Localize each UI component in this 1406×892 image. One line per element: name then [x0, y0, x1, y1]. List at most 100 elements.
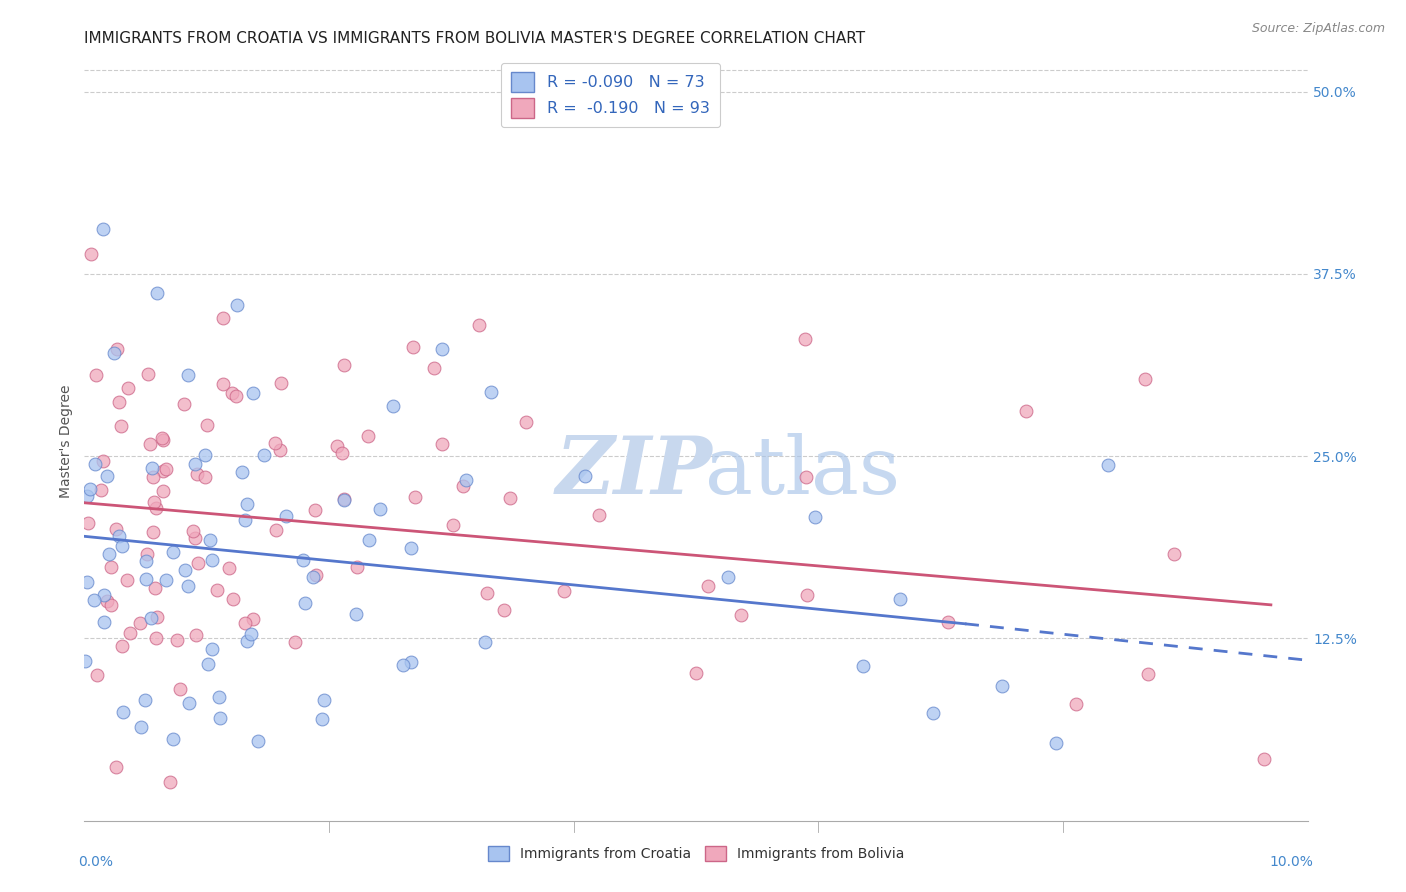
Point — [145, 500, 167, 515]
Point — [173, 397, 195, 411]
Point — [162, 731, 184, 746]
Point — [990, 679, 1012, 693]
Point — [716, 570, 738, 584]
Point — [1163, 547, 1185, 561]
Point — [201, 642, 224, 657]
Point — [143, 494, 166, 508]
Y-axis label: Master's Degree: Master's Degree — [59, 384, 73, 499]
Point — [136, 367, 159, 381]
Point — [430, 343, 453, 357]
Point — [226, 297, 249, 311]
Point — [152, 434, 174, 448]
Point — [332, 491, 354, 506]
Point — [79, 483, 101, 497]
Point — [181, 524, 204, 538]
Point — [152, 464, 174, 478]
Point — [134, 692, 156, 706]
Point — [270, 376, 292, 390]
Point — [311, 712, 333, 726]
Point — [474, 635, 496, 649]
Point — [177, 579, 200, 593]
Point — [796, 588, 818, 602]
Point — [242, 612, 264, 626]
Point — [936, 615, 959, 629]
Point — [1015, 404, 1038, 418]
Point — [1045, 736, 1067, 750]
Point — [108, 529, 131, 543]
Point — [93, 588, 115, 602]
Point — [107, 394, 129, 409]
Point — [804, 509, 827, 524]
Point — [195, 418, 218, 433]
Point — [235, 615, 257, 630]
Point — [212, 376, 235, 391]
Point — [240, 627, 263, 641]
Point — [236, 634, 259, 648]
Point — [194, 448, 217, 462]
Text: ZIP: ZIP — [555, 434, 713, 510]
Point — [100, 598, 122, 612]
Point — [200, 533, 222, 548]
Point — [794, 332, 817, 346]
Point — [479, 384, 502, 399]
Point — [96, 594, 118, 608]
Point — [357, 429, 380, 443]
Point — [97, 547, 120, 561]
Point — [294, 596, 316, 610]
Point — [142, 469, 165, 483]
Point — [146, 610, 169, 624]
Point — [146, 286, 169, 301]
Point — [105, 342, 128, 356]
Point — [142, 524, 165, 539]
Point — [222, 592, 245, 607]
Point — [333, 492, 356, 507]
Text: 0.0%: 0.0% — [79, 855, 114, 869]
Point — [359, 533, 381, 547]
Point — [1133, 372, 1156, 386]
Point — [84, 368, 107, 382]
Point — [325, 439, 347, 453]
Point — [456, 473, 478, 487]
Point — [76, 489, 98, 503]
Point — [402, 340, 425, 354]
Point — [218, 561, 240, 575]
Point — [197, 657, 219, 671]
Point — [120, 625, 142, 640]
Point — [159, 775, 181, 789]
Point — [346, 560, 368, 574]
Point — [401, 541, 423, 555]
Point — [423, 360, 446, 375]
Point — [451, 479, 474, 493]
Text: IMMIGRANTS FROM CROATIA VS IMMIGRANTS FROM BOLIVIA MASTER'S DEGREE CORRELATION C: IMMIGRANTS FROM CROATIA VS IMMIGRANTS FR… — [84, 31, 866, 46]
Point — [90, 483, 112, 497]
Point — [186, 467, 208, 481]
Point — [1253, 752, 1275, 766]
Point — [498, 491, 520, 506]
Point — [79, 247, 101, 261]
Point — [117, 381, 139, 395]
Point — [135, 547, 157, 561]
Point — [93, 615, 115, 629]
Point — [129, 615, 152, 630]
Point — [187, 556, 209, 570]
Legend: Immigrants from Croatia, Immigrants from Bolivia: Immigrants from Croatia, Immigrants from… — [482, 841, 910, 867]
Point — [730, 608, 752, 623]
Text: atlas: atlas — [704, 433, 900, 511]
Point — [75, 654, 97, 668]
Point — [139, 611, 162, 625]
Point — [370, 501, 392, 516]
Point — [76, 574, 98, 589]
Point — [225, 389, 247, 403]
Point — [96, 469, 118, 483]
Point — [100, 559, 122, 574]
Point — [111, 705, 134, 719]
Point — [253, 448, 276, 462]
Point — [221, 386, 243, 401]
Point — [135, 554, 157, 568]
Point — [382, 399, 405, 413]
Point — [177, 697, 200, 711]
Point — [110, 539, 132, 553]
Point — [236, 497, 259, 511]
Point — [183, 531, 205, 545]
Point — [105, 760, 128, 774]
